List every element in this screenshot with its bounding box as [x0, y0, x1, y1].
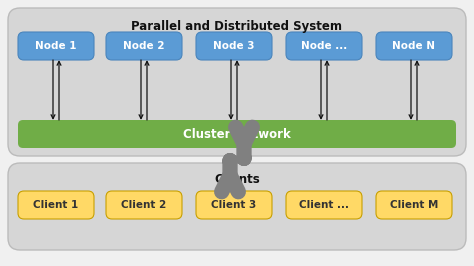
Text: Node 2: Node 2 [123, 41, 165, 51]
FancyBboxPatch shape [286, 32, 362, 60]
Text: Node N: Node N [392, 41, 436, 51]
Text: Node 1: Node 1 [35, 41, 77, 51]
Text: Node 3: Node 3 [213, 41, 255, 51]
Text: Client 2: Client 2 [121, 200, 167, 210]
FancyBboxPatch shape [106, 191, 182, 219]
Text: Cluster Network: Cluster Network [183, 127, 291, 140]
Text: Node ...: Node ... [301, 41, 347, 51]
Text: Client ...: Client ... [299, 200, 349, 210]
FancyBboxPatch shape [8, 8, 466, 156]
Text: Client M: Client M [390, 200, 438, 210]
FancyBboxPatch shape [106, 32, 182, 60]
FancyBboxPatch shape [18, 120, 456, 148]
Text: Client 1: Client 1 [33, 200, 79, 210]
FancyBboxPatch shape [18, 32, 94, 60]
FancyBboxPatch shape [376, 32, 452, 60]
FancyBboxPatch shape [8, 163, 466, 250]
FancyBboxPatch shape [18, 191, 94, 219]
FancyBboxPatch shape [196, 32, 272, 60]
FancyBboxPatch shape [376, 191, 452, 219]
Text: Parallel and Distributed System: Parallel and Distributed System [131, 20, 343, 33]
Text: Clients: Clients [214, 173, 260, 186]
FancyBboxPatch shape [286, 191, 362, 219]
FancyBboxPatch shape [196, 191, 272, 219]
Text: Client 3: Client 3 [211, 200, 256, 210]
